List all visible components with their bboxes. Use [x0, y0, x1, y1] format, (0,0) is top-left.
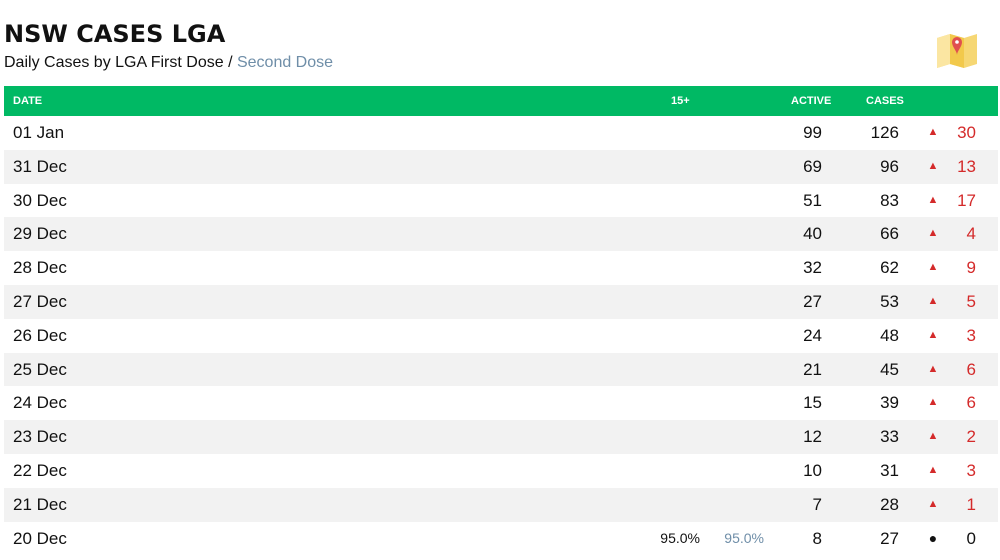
cases-table: DATE 15+ ACTIVE CASES 01 Jan 99 126 ▲ 30 31 D… — [4, 86, 998, 556]
row-change: 30 — [957, 123, 976, 142]
table-row[interactable]: 25 Dec 21 45 ▲ 6 — [4, 352, 998, 387]
increase-arrow-icon: ▲ — [927, 261, 939, 274]
subtitle-separator: / — [223, 54, 237, 71]
increase-arrow-icon: ▲ — [927, 328, 939, 341]
row-date: 20 Dec — [13, 528, 67, 548]
row-date: 24 Dec — [13, 393, 67, 413]
row-change: 6 — [966, 393, 976, 413]
row-active: 32 — [803, 258, 822, 278]
row-cases: 33 — [880, 427, 899, 447]
column-header-active[interactable]: ACTIVE — [791, 95, 832, 107]
row-cases: 66 — [880, 224, 899, 244]
row-cases: 27 — [880, 528, 899, 548]
row-date: 30 Dec — [13, 190, 67, 210]
row-cases: 126 — [870, 123, 899, 142]
table-row[interactable]: 20 Dec 95.0% 95.0% 8 27 ● 0 — [4, 521, 998, 556]
increase-arrow-icon: ▲ — [927, 362, 939, 375]
map-pin-icon[interactable] — [934, 28, 980, 72]
row-cases: 28 — [880, 494, 899, 514]
row-change: 13 — [957, 156, 976, 176]
row-change: 6 — [966, 359, 976, 379]
row-date: 22 Dec — [13, 460, 67, 480]
row-change: 9 — [966, 258, 976, 278]
increase-arrow-icon: ▲ — [927, 463, 939, 476]
row-cases: 96 — [880, 156, 899, 176]
increase-arrow-icon: ▲ — [927, 227, 939, 240]
table-row[interactable]: 22 Dec 10 31 ▲ 3 — [4, 453, 998, 488]
row-cases: 39 — [880, 393, 899, 413]
row-change: 3 — [966, 325, 976, 345]
row-change: 17 — [957, 190, 976, 210]
page-subtitle: Daily Cases by LGA First Dose / Second D… — [4, 54, 333, 72]
row-change: 2 — [966, 427, 976, 447]
increase-arrow-icon: ▲ — [927, 159, 939, 172]
row-second-dose: 95.0% — [724, 529, 764, 546]
table-row[interactable]: 24 Dec 15 39 ▲ 6 — [4, 386, 998, 421]
row-date: 27 Dec — [13, 291, 67, 311]
increase-arrow-icon: ▲ — [927, 193, 939, 206]
row-active: 7 — [812, 494, 822, 514]
row-active: 8 — [812, 528, 822, 548]
row-cases: 53 — [880, 291, 899, 311]
row-active: 27 — [803, 291, 822, 311]
row-active: 51 — [803, 190, 822, 210]
increase-arrow-icon: ▲ — [927, 126, 939, 138]
row-date: 29 Dec — [13, 224, 67, 244]
row-active: 12 — [803, 427, 822, 447]
row-change: 1 — [966, 494, 976, 514]
row-date: 25 Dec — [13, 359, 67, 379]
row-date: 31 Dec — [13, 156, 67, 176]
table-row[interactable]: 27 Dec 27 53 ▲ 5 — [4, 284, 998, 319]
row-change: 0 — [966, 528, 976, 548]
row-cases: 31 — [880, 460, 899, 480]
page-header: NSW CASES LGA Daily Cases by LGA First D… — [0, 0, 1000, 86]
row-date: 26 Dec — [13, 325, 67, 345]
row-cases: 83 — [880, 190, 899, 210]
row-active: 15 — [803, 393, 822, 413]
no-change-icon: ● — [928, 529, 938, 546]
row-change: 3 — [966, 460, 976, 480]
row-cases: 45 — [880, 359, 899, 379]
page-title: NSW CASES LGA — [4, 20, 226, 48]
increase-arrow-icon: ▲ — [927, 294, 939, 307]
table-row[interactable]: 26 Dec 24 48 ▲ 3 — [4, 318, 998, 353]
row-date: 01 Jan — [13, 123, 65, 142]
row-active: 21 — [803, 359, 822, 379]
row-date: 21 Dec — [13, 494, 67, 514]
table-row[interactable]: 31 Dec 69 96 ▲ 13 — [4, 149, 998, 184]
increase-arrow-icon: ▲ — [927, 497, 939, 510]
row-date: 28 Dec — [13, 258, 67, 278]
increase-arrow-icon: ▲ — [927, 430, 939, 443]
table-row[interactable]: 21 Dec 7 28 ▲ 1 — [4, 487, 998, 522]
row-date: 23 Dec — [13, 427, 67, 447]
row-active: 69 — [803, 156, 822, 176]
increase-arrow-icon: ▲ — [927, 396, 939, 409]
row-active: 24 — [803, 325, 822, 345]
row-cases: 62 — [880, 258, 899, 278]
subtitle-first-dose: Daily Cases by LGA First Dose — [4, 54, 224, 71]
column-header-15plus[interactable]: 15+ — [671, 95, 690, 107]
row-active: 10 — [803, 460, 822, 480]
table-row[interactable]: 29 Dec 40 66 ▲ 4 — [4, 217, 998, 252]
row-change: 5 — [966, 291, 976, 311]
table-row[interactable]: 28 Dec 32 62 ▲ 9 — [4, 251, 998, 285]
second-dose-link[interactable]: Second Dose — [236, 54, 334, 71]
row-active: 40 — [803, 224, 822, 244]
column-header-cases[interactable]: CASES — [866, 95, 904, 107]
row-change: 4 — [966, 224, 976, 244]
column-header-date[interactable]: DATE — [13, 95, 43, 107]
row-cases: 48 — [880, 325, 899, 345]
table-header: DATE 15+ ACTIVE CASES — [4, 86, 998, 116]
table-row[interactable]: 23 Dec 12 33 ▲ 2 — [4, 420, 998, 454]
table-row[interactable]: 01 Jan 99 126 ▲ 30 — [4, 116, 998, 150]
row-first-dose: 95.0% — [660, 529, 700, 546]
table-row[interactable]: 30 Dec 51 83 ▲ 17 — [4, 183, 998, 218]
table-body: 01 Jan 99 126 ▲ 30 31 Dec 69 96 ▲ 13 30 Dec 51 83 ▲ 17… — [4, 116, 998, 556]
row-active: 99 — [803, 123, 822, 142]
